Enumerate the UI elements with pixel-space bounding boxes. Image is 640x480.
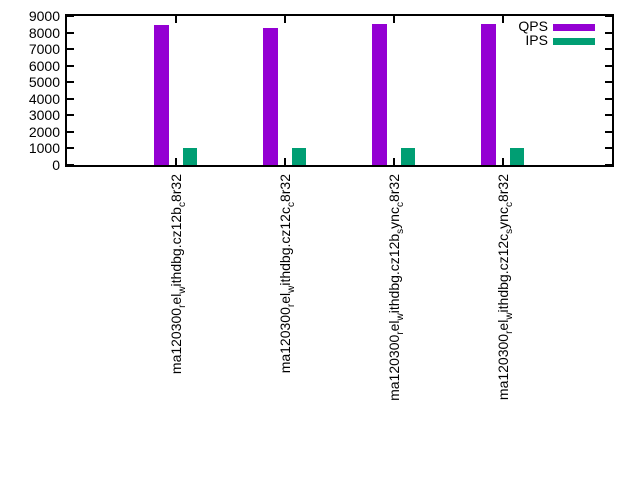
x-category-label: ma120300relwithdbg.cz12cc8r32 xyxy=(277,174,297,374)
y-tick-right xyxy=(605,147,612,150)
y-tick-left xyxy=(67,97,74,100)
y-tick-label: 7000 xyxy=(28,41,60,58)
y-tick-right xyxy=(605,130,612,133)
y-tick-label: 5000 xyxy=(28,74,60,91)
y-tick-label: 8000 xyxy=(28,24,60,41)
bar-qps-3 xyxy=(372,24,387,165)
y-tick-left xyxy=(67,81,74,84)
x-tick-bottom xyxy=(175,158,177,165)
y-tick-right xyxy=(605,164,612,166)
x-category-label: ma120300relwithdbg.cz12csyncc8r32 xyxy=(495,174,515,401)
y-tick-right xyxy=(605,114,612,117)
y-tick-right xyxy=(605,97,612,100)
legend-swatch-qps xyxy=(553,24,595,31)
y-tick-label: 9000 xyxy=(28,8,60,24)
bar-ips-1 xyxy=(183,148,197,165)
y-tick-label: 1000 xyxy=(28,140,60,157)
bar-ips-4 xyxy=(510,148,524,165)
x-tick-bottom xyxy=(502,158,504,165)
y-tick-left xyxy=(67,164,74,166)
x-category-label: ma120300relwithdbg.cz12bsyncc8r32 xyxy=(386,174,406,401)
y-tick-label: 3000 xyxy=(28,107,60,124)
legend-swatch-ips xyxy=(553,38,595,45)
y-tick-right xyxy=(605,48,612,51)
y-tick-right xyxy=(605,64,612,67)
x-category-label: ma120300relwithdbg.cz12bc8r32 xyxy=(168,174,188,375)
y-tick-left xyxy=(67,15,74,17)
y-tick-left xyxy=(67,48,74,51)
x-tick-top xyxy=(284,16,286,23)
y-tick-left xyxy=(67,114,74,117)
bar-qps-1 xyxy=(154,25,169,165)
legend-label-ips: IPS xyxy=(525,32,548,48)
legend-label-qps: QPS xyxy=(518,18,548,34)
x-tick-bottom xyxy=(284,158,286,165)
y-tick-left xyxy=(67,64,74,67)
y-tick-label: 6000 xyxy=(28,57,60,74)
bar-qps-4 xyxy=(481,23,496,165)
x-tick-top xyxy=(393,16,395,23)
x-tick-bottom xyxy=(393,158,395,165)
bar-ips-2 xyxy=(292,148,306,165)
y-tick-left xyxy=(67,147,74,150)
y-tick-label: 2000 xyxy=(28,123,60,140)
x-tick-top xyxy=(175,16,177,23)
y-tick-label: 0 xyxy=(52,157,60,173)
bar-qps-2 xyxy=(263,27,278,165)
y-tick-right xyxy=(605,15,612,17)
y-tick-right xyxy=(605,81,612,84)
y-tick-left xyxy=(67,31,74,34)
bar-ips-3 xyxy=(401,148,415,165)
y-tick-right xyxy=(605,31,612,34)
y-tick-left xyxy=(67,130,74,133)
x-tick-top xyxy=(502,16,504,23)
y-tick-label: 4000 xyxy=(28,90,60,107)
